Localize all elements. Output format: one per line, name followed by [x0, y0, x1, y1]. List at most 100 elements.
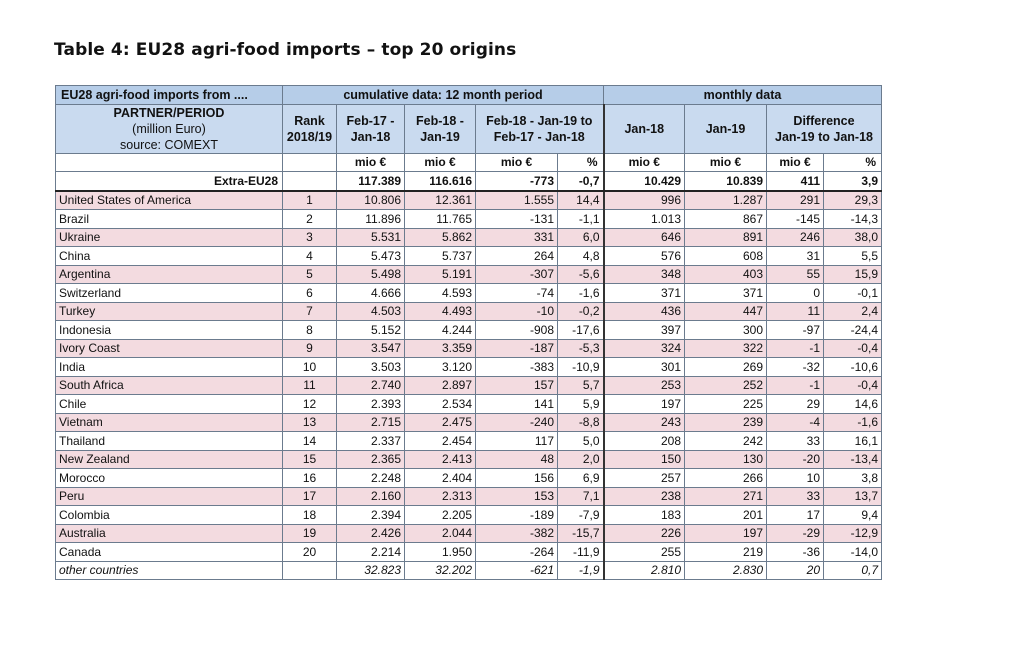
table-row: Australia 19 2.426 2.044 -382 -15,7 226 197 -29-…: [55, 523, 882, 543]
country-name: Vietnam: [55, 412, 283, 432]
value-cell: -382: [475, 523, 558, 543]
total-cell: 411: [766, 171, 824, 192]
country-name: Chile: [55, 394, 283, 414]
value-cell: 322: [684, 338, 767, 358]
value-cell: 29,3: [823, 190, 882, 210]
value-cell: 17: [766, 505, 824, 525]
value-cell: 141: [475, 394, 558, 414]
value-cell: 242: [684, 431, 767, 451]
country-name: India: [55, 357, 283, 377]
value-cell: 3.503: [336, 357, 405, 377]
value-cell: 153: [475, 486, 558, 506]
value-cell: 7,1: [557, 486, 604, 506]
value-cell: 4.666: [336, 283, 405, 303]
value-cell: 2.160: [336, 486, 405, 506]
value-cell: 5.531: [336, 227, 405, 247]
country-name: Brazil: [55, 209, 283, 229]
country-name: United States of America: [55, 190, 283, 210]
value-cell: -0,4: [823, 375, 882, 395]
total-cell: -773: [475, 171, 558, 192]
value-cell: 271: [684, 486, 767, 506]
rank-cell: 20: [282, 542, 337, 562]
header-rank: Rank 2018/19: [282, 103, 337, 154]
value-cell: 13,7: [823, 486, 882, 506]
value-cell: 2,4: [823, 301, 882, 321]
value-cell: 11: [766, 301, 824, 321]
rank-cell: 9: [282, 338, 337, 358]
header-partner-line2: (million Euro): [132, 121, 206, 136]
value-cell: 11.765: [404, 209, 476, 229]
header-col-a-line1: Feb-17 -: [346, 113, 395, 128]
value-cell: 2.413: [404, 449, 476, 469]
value-cell: 2.337: [336, 431, 405, 451]
value-cell: -10: [475, 301, 558, 321]
value-cell: -24,4: [823, 320, 882, 340]
table-row: Switzerland 6 4.666 4.593 -74 -1,6 371 371 0 -0,1: [55, 283, 882, 303]
value-cell: 48: [475, 449, 558, 469]
value-cell: 2.214: [336, 542, 405, 562]
value-cell: 33: [766, 431, 824, 451]
table-row: Vietnam 13 2.715 2.475 -240 -8,8 243 239 -4 -1,6: [55, 412, 882, 432]
other-cell: 32.823: [336, 560, 405, 580]
value-cell: 16,1: [823, 431, 882, 451]
rank-cell: 4: [282, 246, 337, 266]
value-cell: 2.044: [404, 523, 476, 543]
value-cell: -13,4: [823, 449, 882, 469]
value-cell: 9,4: [823, 505, 882, 525]
unit-cell: %: [557, 152, 604, 172]
table-row: South Africa 11 2.740 2.897 157 5,7 253 252 -1 -0…: [55, 375, 882, 395]
value-cell: 1.555: [475, 190, 558, 210]
value-cell: 291: [766, 190, 824, 210]
value-cell: 348: [602, 264, 685, 284]
value-cell: -240: [475, 412, 558, 432]
header-col-b-line1: Feb-18 -: [416, 113, 464, 128]
table-row: Canada 20 2.214 1.950 -264 -11,9 255 219 -36 -14,…: [55, 542, 882, 562]
country-name: New Zealand: [55, 449, 283, 469]
total-cell: -0,7: [557, 171, 604, 192]
value-cell: 14,4: [557, 190, 604, 210]
value-cell: -187: [475, 338, 558, 358]
header-col-f-line2: Jan-19 to Jan-18: [775, 129, 873, 144]
value-cell: -7,9: [557, 505, 604, 525]
value-cell: -383: [475, 357, 558, 377]
value-cell: 4.493: [404, 301, 476, 321]
header-col-a: Feb-17 - Jan-18: [336, 103, 405, 154]
value-cell: -8,8: [557, 412, 604, 432]
other-rank-blank: [282, 560, 337, 580]
value-cell: -32: [766, 357, 824, 377]
table-row: Ukraine 3 5.531 5.862 331 6,0 646 891 246 38,0: [55, 227, 882, 247]
table-row: New Zealand 15 2.365 2.413 48 2,0 150 130 -20 -13…: [55, 449, 882, 469]
value-cell: 0: [766, 283, 824, 303]
unit-cell: mio €: [602, 152, 685, 172]
value-cell: 3.547: [336, 338, 405, 358]
country-name: Argentina: [55, 264, 283, 284]
rank-cell: 13: [282, 412, 337, 432]
total-rank-blank: [282, 171, 337, 192]
total-name: Extra-EU28: [55, 171, 283, 192]
value-cell: 201: [684, 505, 767, 525]
other-countries-row: other countries 32.823 32.202 -621 -1,9 …: [55, 560, 882, 580]
value-cell: 253: [602, 375, 685, 395]
value-cell: 5,0: [557, 431, 604, 451]
header-row-1: EU28 agri-food imports from .... cumulat…: [55, 85, 882, 105]
value-cell: 1.013: [602, 209, 685, 229]
country-name: China: [55, 246, 283, 266]
country-name: Indonesia: [55, 320, 283, 340]
header-rank-line1: Rank: [294, 113, 325, 128]
rank-cell: 14: [282, 431, 337, 451]
value-cell: 31: [766, 246, 824, 266]
value-cell: -10,9: [557, 357, 604, 377]
value-cell: -131: [475, 209, 558, 229]
country-name: Ivory Coast: [55, 338, 283, 358]
value-cell: -1,1: [557, 209, 604, 229]
country-name: Thailand: [55, 431, 283, 451]
header-cumulative: cumulative data: 12 month period: [282, 85, 604, 105]
total-cell: 10.429: [602, 171, 685, 192]
value-cell: 2.393: [336, 394, 405, 414]
value-cell: -145: [766, 209, 824, 229]
country-name: Canada: [55, 542, 283, 562]
table-row: Ivory Coast 9 3.547 3.359 -187 -5,3 324 322 -1 -0…: [55, 338, 882, 358]
value-cell: 5.473: [336, 246, 405, 266]
value-cell: 4.503: [336, 301, 405, 321]
header-col-e: Jan-19: [684, 103, 767, 154]
